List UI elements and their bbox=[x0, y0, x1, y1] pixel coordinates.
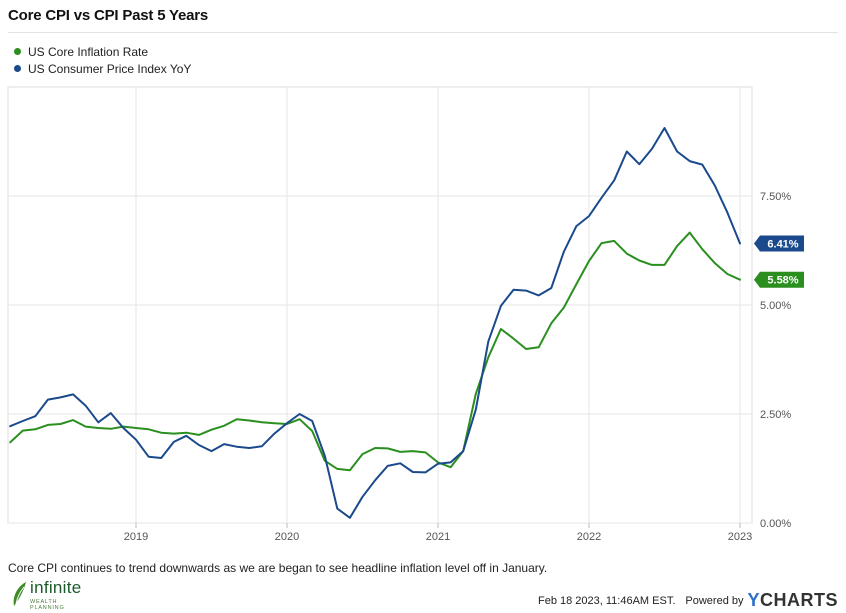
y-tick-label: 7.50% bbox=[760, 191, 791, 203]
x-tick-label: 2023 bbox=[728, 531, 752, 543]
chart-canvas: 0.00% 2.50% 5.00% 7.50% 2019 2020 2021 2022 2023… bbox=[7, 86, 804, 543]
last-value-flag-cpi bbox=[754, 235, 804, 252]
leaf-icon bbox=[13, 582, 26, 606]
x-tick-label: 2021 bbox=[426, 531, 450, 543]
infinite-logo: infinite WEALTH PLANNING bbox=[8, 578, 88, 611]
chart-caption: Core CPI continues to trend downwards as… bbox=[8, 561, 548, 575]
legend-label-cpi: US Consumer Price Index YoY bbox=[28, 61, 192, 76]
legend-item-cpi[interactable]: US Consumer Price Index YoY bbox=[14, 60, 191, 77]
last-value-label-cpi: 6.41% bbox=[767, 239, 798, 251]
logo-tagline: WEALTH PLANNING bbox=[30, 599, 65, 611]
x-tick-label: 2022 bbox=[577, 531, 601, 543]
series-line-core bbox=[9, 231, 741, 472]
x-tick-label: 2019 bbox=[124, 531, 148, 543]
logo-name: infinite bbox=[30, 578, 82, 597]
footer: Feb 18 2023, 11:46AM EST. Powered by YCH… bbox=[538, 590, 838, 611]
y-tick-label: 5.00% bbox=[760, 300, 791, 312]
chart-title: Core CPI vs CPI Past 5 Years bbox=[8, 7, 209, 24]
last-value-label-core: 5.58% bbox=[767, 275, 798, 287]
y-tick-label: 2.50% bbox=[760, 409, 791, 421]
title-divider bbox=[8, 32, 838, 33]
ycharts-logo-y: Y bbox=[747, 590, 760, 610]
legend: US Core Inflation Rate US Consumer Price… bbox=[14, 43, 191, 77]
legend-dot-core bbox=[14, 48, 21, 55]
powered-by-label: Powered by bbox=[685, 594, 744, 607]
ycharts-logo-rest: CHARTS bbox=[760, 590, 838, 610]
y-tick-label: 0.00% bbox=[760, 518, 791, 530]
legend-label-core: US Core Inflation Rate bbox=[28, 44, 149, 59]
x-tick-label: 2020 bbox=[275, 531, 299, 543]
legend-item-core[interactable]: US Core Inflation Rate bbox=[14, 43, 191, 60]
ycharts-logo[interactable]: YCHARTS bbox=[747, 590, 838, 611]
legend-dot-cpi bbox=[14, 65, 21, 72]
series-line-cpi bbox=[9, 127, 741, 519]
timestamp: Feb 18 2023, 11:46AM EST. bbox=[538, 594, 676, 607]
last-value-flag-core bbox=[754, 271, 804, 288]
